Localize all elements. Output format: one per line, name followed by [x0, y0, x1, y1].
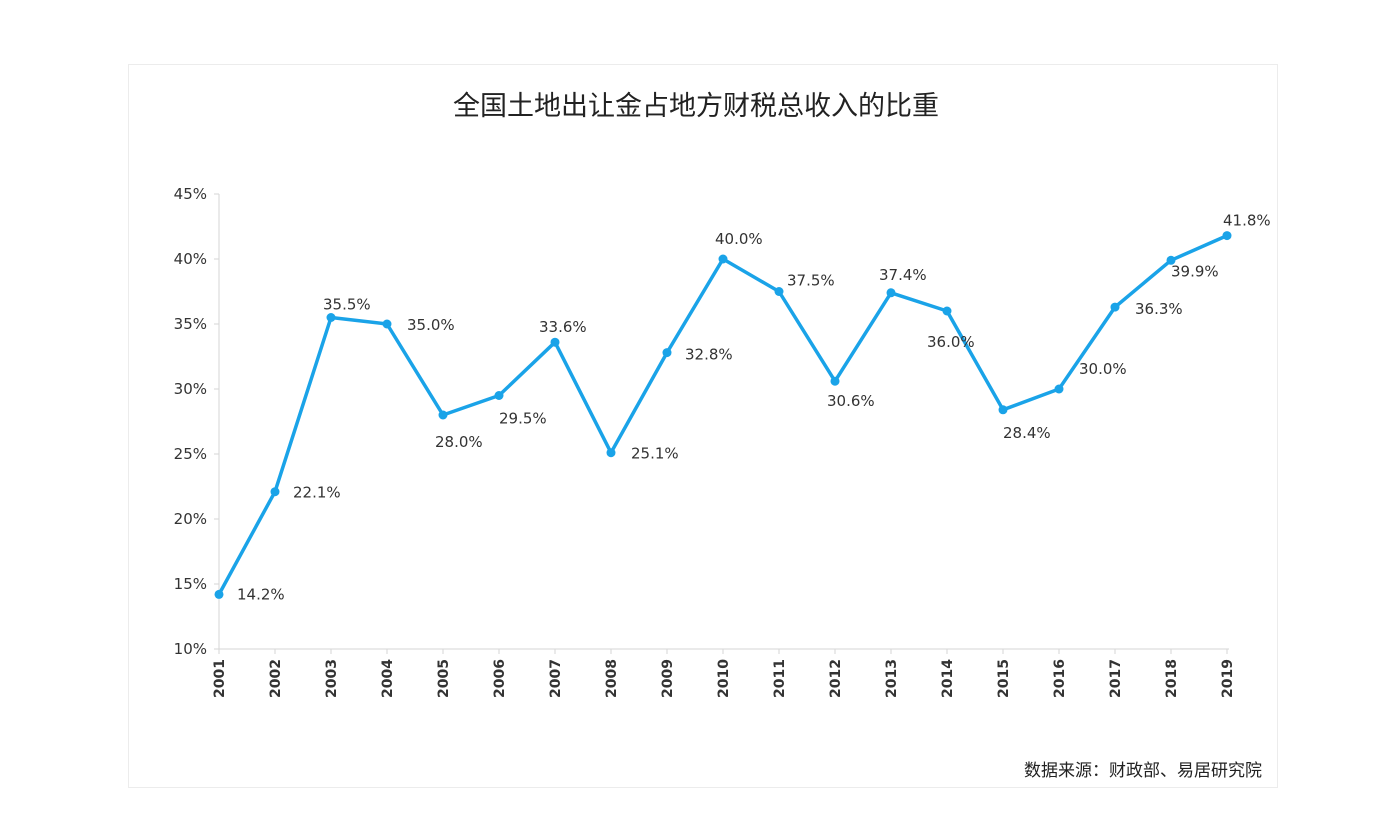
data-point: [998, 405, 1008, 415]
data-label: 25.1%: [631, 445, 679, 463]
data-label: 37.4%: [879, 266, 927, 284]
data-point: [214, 589, 224, 599]
x-tick-label: 2002: [268, 659, 284, 698]
y-tick-label: 10%: [174, 640, 207, 658]
source-note: 数据来源：财政部、易居研究院: [1024, 761, 1262, 781]
x-tick-label: 2017: [1108, 659, 1124, 698]
x-tick-label: 2014: [940, 659, 956, 698]
data-point: [774, 287, 784, 296]
data-label: 39.9%: [1171, 262, 1219, 280]
data-point: [830, 376, 840, 386]
data-point: [718, 254, 728, 264]
series-layer: [214, 231, 1232, 599]
data-labels: 14.2% 22.1% 35.5% 35.0% 28.0% 29.5% 33.6% 25.1%…: [237, 212, 1271, 604]
series-line: [217, 233, 1229, 597]
x-tick-label: 2008: [604, 659, 620, 698]
data-label: 41.8%: [1223, 212, 1271, 230]
data-label: 28.0%: [435, 433, 483, 451]
y-tick-label: 30%: [174, 380, 207, 398]
data-label: 36.3%: [1135, 300, 1183, 318]
data-point: [942, 306, 952, 316]
x-tick-label: 2018: [1164, 659, 1180, 698]
x-tick-label: 2004: [380, 659, 396, 698]
x-tick-label: 2012: [828, 659, 844, 698]
data-point: [1222, 231, 1232, 241]
x-tick-label: 2010: [716, 659, 732, 698]
y-tick-label: 15%: [174, 575, 207, 593]
data-point: [1054, 384, 1064, 394]
x-tick-label: 2013: [884, 659, 900, 698]
data-label: 30.0%: [1079, 360, 1127, 378]
data-label: 29.5%: [499, 410, 547, 428]
data-label: 32.8%: [685, 346, 733, 364]
x-tick-label: 2007: [548, 659, 564, 698]
data-point: [438, 410, 448, 420]
data-label: 35.0%: [407, 316, 455, 334]
x-tick-label: 2016: [1052, 659, 1068, 698]
data-point: [1166, 255, 1176, 265]
y-tick-label: 45%: [174, 185, 207, 203]
x-tick-label: 2009: [660, 659, 676, 698]
data-label: 28.4%: [1003, 424, 1051, 442]
chart-card: 全国土地出让金占地方财税总收入的比重 10% 15% 20% 25% 30% 35% 40%…: [128, 64, 1278, 788]
data-point: [606, 448, 616, 458]
axes: 10% 15% 20% 25% 30% 35% 40% 45% 2001 2002 2003 2004…: [174, 185, 1236, 698]
data-point: [662, 348, 672, 358]
y-tick-label: 40%: [174, 250, 207, 268]
x-tick-label: 2011: [772, 659, 788, 698]
data-label: 30.6%: [827, 392, 875, 410]
data-label: 36.0%: [927, 333, 975, 351]
line-chart: 全国土地出让金占地方财税总收入的比重 10% 15% 20% 25% 30% 35% 40%…: [174, 91, 1271, 781]
x-tick-label: 2006: [492, 659, 508, 698]
data-label: 37.5%: [787, 272, 835, 290]
data-label: 14.2%: [237, 585, 285, 603]
y-tick-label: 20%: [174, 510, 207, 528]
data-point: [886, 288, 896, 298]
data-label: 33.6%: [539, 318, 587, 336]
x-tick-label: 2001: [212, 659, 228, 698]
data-point: [494, 391, 504, 400]
x-tick-label: 2015: [996, 659, 1012, 698]
data-label: 22.1%: [293, 484, 341, 502]
data-point: [326, 313, 336, 322]
data-point: [1110, 302, 1120, 312]
y-tick-label: 35%: [174, 315, 207, 333]
chart-title: 全国土地出让金占地方财税总收入的比重: [453, 91, 939, 122]
data-point: [550, 337, 560, 347]
data-point: [270, 487, 280, 497]
data-label: 35.5%: [323, 296, 371, 314]
data-label: 40.0%: [715, 230, 763, 248]
x-tick-label: 2003: [324, 659, 340, 698]
x-tick-label: 2005: [436, 659, 452, 698]
x-tick-label: 2019: [1220, 659, 1236, 698]
y-tick-label: 25%: [174, 445, 207, 463]
data-point: [382, 319, 392, 329]
